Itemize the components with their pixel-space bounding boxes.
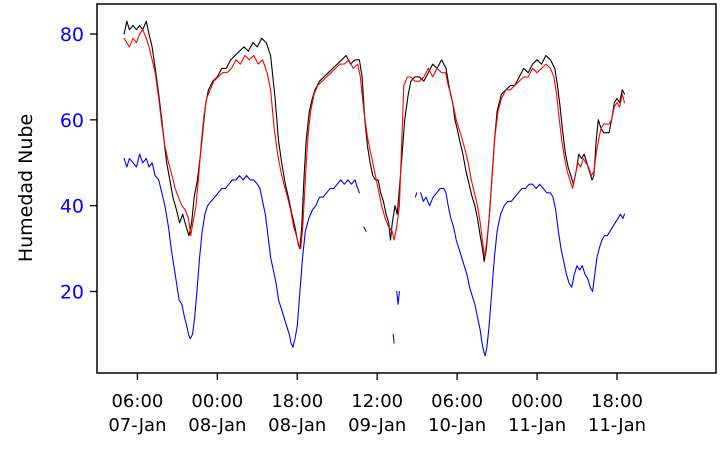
series-3-line-5 — [414, 192, 418, 198]
y-tick-label-40: 40 — [60, 196, 84, 218]
series-3-line-4 — [392, 333, 395, 344]
series-3-line-2 — [363, 226, 367, 232]
plot-frame — [96, 3, 717, 374]
series-3-line-3 — [396, 290, 400, 305]
series-layer — [123, 20, 626, 357]
x-tick-time-6: 00:00 — [511, 391, 563, 412]
y-tick-label-80: 80 — [60, 24, 84, 46]
series-2-line-1 — [123, 29, 626, 258]
x-axis: 06:00 07-Jan 00:00 08-Jan 18:00 08-Jan 12:00 09… — [108, 373, 646, 436]
x-tick-date-2: 08-Jan — [188, 415, 246, 436]
y-axis: 20 40 60 80 — [60, 24, 97, 303]
x-tick-time-2: 00:00 — [191, 391, 243, 412]
series-3-line-1 — [123, 153, 360, 348]
y-tick-label-60: 60 — [60, 110, 84, 132]
x-tick-time-4: 12:00 — [351, 391, 403, 412]
series-3-line-6 — [420, 183, 626, 357]
x-tick-date-7: 11-Jan — [588, 415, 646, 436]
x-tick-time-5: 06:00 — [431, 391, 483, 412]
x-tick-time-1: 06:00 — [111, 391, 163, 412]
x-tick-date-3: 08-Jan — [268, 415, 326, 436]
x-tick-time-7: 18:00 — [591, 391, 643, 412]
x-tick-time-3: 18:00 — [271, 391, 323, 412]
x-tick-date-1: 07-Jan — [108, 415, 166, 436]
plot-area — [97, 4, 716, 373]
x-tick-date-4: 09-Jan — [348, 415, 406, 436]
y-axis-label: Humedad Nube — [15, 114, 37, 262]
x-tick-date-5: 10-Jan — [428, 415, 486, 436]
x-tick-date-6: 11-Jan — [508, 415, 566, 436]
y-tick-label-20: 20 — [60, 281, 84, 303]
